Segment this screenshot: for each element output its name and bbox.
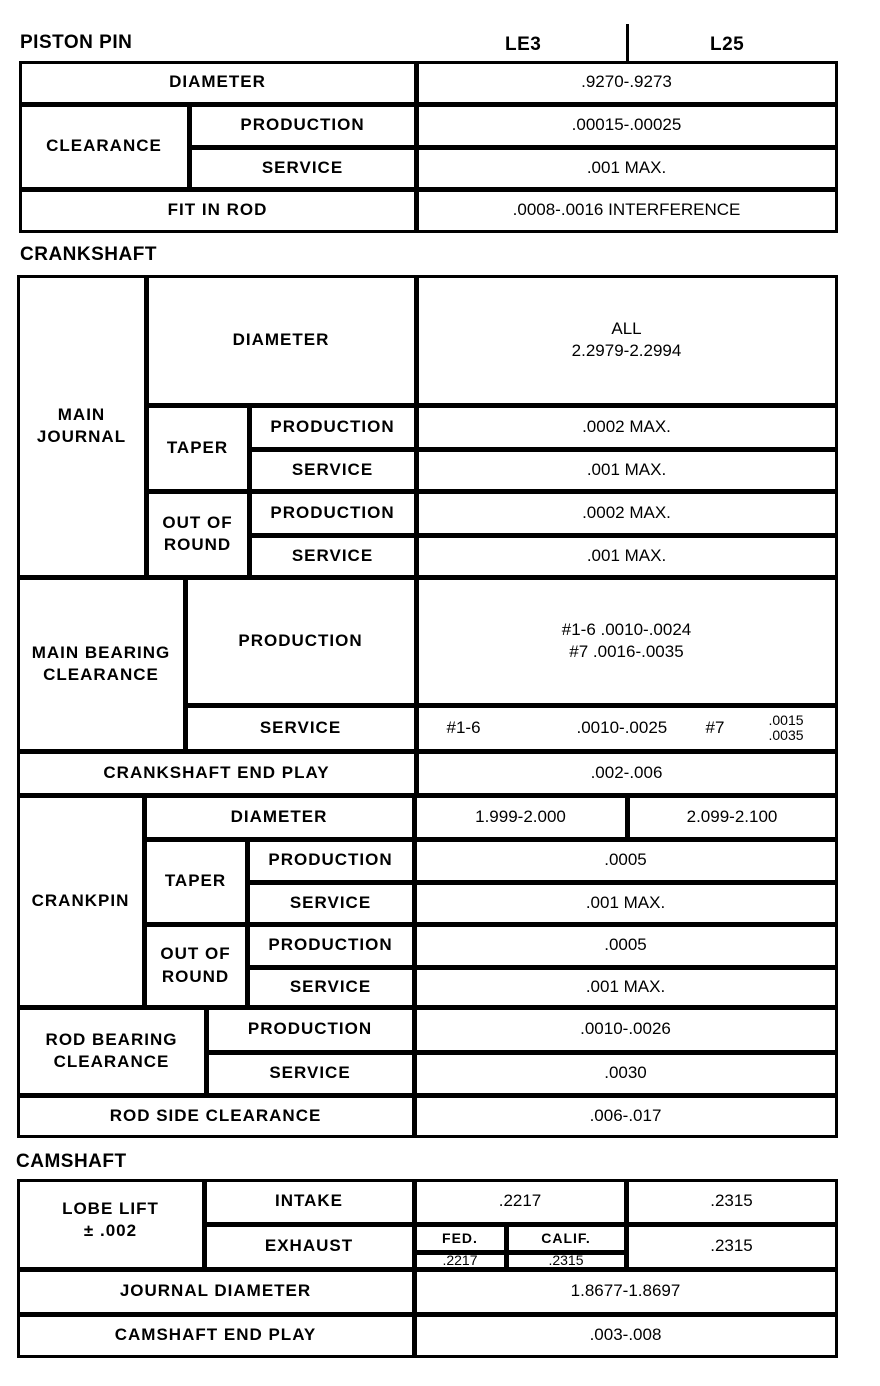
- cp-oor-service-val: .001 MAX.: [413, 966, 838, 1008]
- mj-taper-production-val: .0002 MAX.: [415, 404, 838, 450]
- mbc-production: PRODUCTION: [184, 576, 417, 706]
- pp-fit-in-rod-val: .0008-.0016 INTERFERENCE: [415, 188, 838, 233]
- crankpin: CRANKPIN: [16, 794, 145, 1008]
- mbc-serv-c: #7: [705, 717, 725, 737]
- rbc-service: SERVICE: [205, 1051, 415, 1096]
- rbc-production: PRODUCTION: [205, 1006, 415, 1053]
- main-journal: MAIN JOURNAL: [16, 274, 147, 578]
- mj-out-of-round: OUT OF ROUND: [145, 490, 250, 578]
- cp-out-of-round: OUT OF ROUND: [143, 923, 248, 1008]
- main-bearing-clearance: MAIN BEARING CLEARANCE: [16, 576, 186, 752]
- cam-intake-l25: .2315: [625, 1178, 838, 1225]
- mj-taper: TAPER: [145, 404, 250, 492]
- camshaft-end-play: CAMSHAFT END PLAY: [16, 1313, 415, 1358]
- cp-diameter-l25: 2.099-2.100: [626, 794, 838, 840]
- cp-taper-production: PRODUCTION: [246, 838, 415, 883]
- column-divider: [626, 24, 629, 62]
- cp-taper-service-val: .001 MAX.: [413, 881, 838, 925]
- rbc-production-val: .0010-.0026: [413, 1006, 838, 1053]
- cam-exh-fed: .2217: [413, 1251, 507, 1270]
- crankshaft-end-play-val: .002-.006: [415, 750, 838, 796]
- column-le3: LE3: [505, 34, 542, 55]
- rod-bearing-clearance: ROD BEARING CLEARANCE: [16, 1006, 207, 1096]
- cp-oor-production-val: .0005: [413, 923, 838, 968]
- mbc-serv-b: .0010-.0025: [576, 717, 668, 737]
- pp-fit-in-rod: FIT IN ROD: [18, 188, 417, 233]
- mbc-serv-d1: .0015: [768, 712, 804, 729]
- lobe-lift-tolerance: ± .002: [83, 1220, 138, 1240]
- camshaft-end-play-val: .003-.008: [413, 1313, 838, 1358]
- mbc-serv-d2: .0035: [768, 727, 804, 743]
- cp-oor-production: PRODUCTION: [246, 923, 415, 968]
- mj-diameter-val: ALL 2.2979-2.2994: [415, 274, 838, 406]
- rod-side-clearance-val: .006-.017: [413, 1094, 838, 1138]
- mj-oor-production: PRODUCTION: [248, 490, 417, 536]
- rod-side-clearance: ROD SIDE CLEARANCE: [16, 1094, 415, 1138]
- mbc-service: SERVICE: [184, 704, 417, 752]
- cp-taper-production-val: .0005: [413, 838, 838, 883]
- mj-oor-production-val: .0002 MAX.: [415, 490, 838, 536]
- pp-service-val: .001 MAX.: [415, 146, 838, 190]
- mj-diameter-range: 2.2979-2.2994: [571, 341, 682, 360]
- mj-oor-service: SERVICE: [248, 534, 417, 578]
- mj-taper-production: PRODUCTION: [248, 404, 417, 450]
- mj-diameter-all: ALL: [611, 318, 642, 338]
- pp-diameter: DIAMETER: [18, 60, 417, 105]
- cp-diameter: DIAMETER: [143, 794, 415, 840]
- mbc-production-val-2: #7 .0016-.0035: [569, 642, 684, 661]
- cp-taper-service: SERVICE: [246, 881, 415, 925]
- cam-intake-le3: .2217: [413, 1178, 627, 1225]
- pp-clearance: CLEARANCE: [18, 103, 190, 190]
- mj-oor-service-val: .001 MAX.: [415, 534, 838, 578]
- mbc-service-val: #1-6 .0010-.0025 #7 .0015.0035: [415, 704, 838, 752]
- cam-calif-label: CALIF.: [505, 1223, 627, 1253]
- cam-intake: INTAKE: [203, 1178, 415, 1225]
- journal-diameter-val: 1.8677-1.8697: [413, 1268, 838, 1315]
- lobe-lift-label: LOBE LIFT: [62, 1198, 159, 1218]
- mj-diameter: DIAMETER: [145, 274, 417, 406]
- cam-fed-label: FED.: [413, 1223, 507, 1253]
- mbc-serv-a: #1-6: [446, 717, 481, 737]
- crankshaft-end-play: CRANKSHAFT END PLAY: [16, 750, 417, 796]
- mj-taper-service-val: .001 MAX.: [415, 448, 838, 492]
- pp-diameter-val: .9270-.9273: [415, 60, 838, 105]
- mbc-production-val: #1-6 .0010-.0024 #7 .0016-.0035: [415, 576, 838, 706]
- cam-exh-l25: .2315: [625, 1223, 838, 1270]
- lobe-lift: LOBE LIFT ± .002: [16, 1178, 205, 1270]
- piston-pin-title: PISTON PIN: [20, 32, 133, 53]
- mj-taper-service: SERVICE: [248, 448, 417, 492]
- pp-production-val: .00015-.00025: [415, 103, 838, 148]
- cp-taper: TAPER: [143, 838, 248, 925]
- mbc-production-val-1: #1-6 .0010-.0024: [561, 619, 692, 639]
- pp-production: PRODUCTION: [188, 103, 417, 148]
- cam-exh-calif: .2315: [505, 1251, 627, 1270]
- camshaft-title: CAMSHAFT: [16, 1151, 127, 1172]
- cam-exhaust: EXHAUST: [203, 1223, 415, 1270]
- pp-service: SERVICE: [188, 146, 417, 190]
- cp-diameter-le3: 1.999-2.000: [413, 794, 628, 840]
- crankshaft-title: CRANKSHAFT: [20, 244, 157, 265]
- rbc-service-val: .0030: [413, 1051, 838, 1096]
- cp-oor-service: SERVICE: [246, 966, 415, 1008]
- column-l25: L25: [710, 34, 745, 55]
- journal-diameter: JOURNAL DIAMETER: [16, 1268, 415, 1315]
